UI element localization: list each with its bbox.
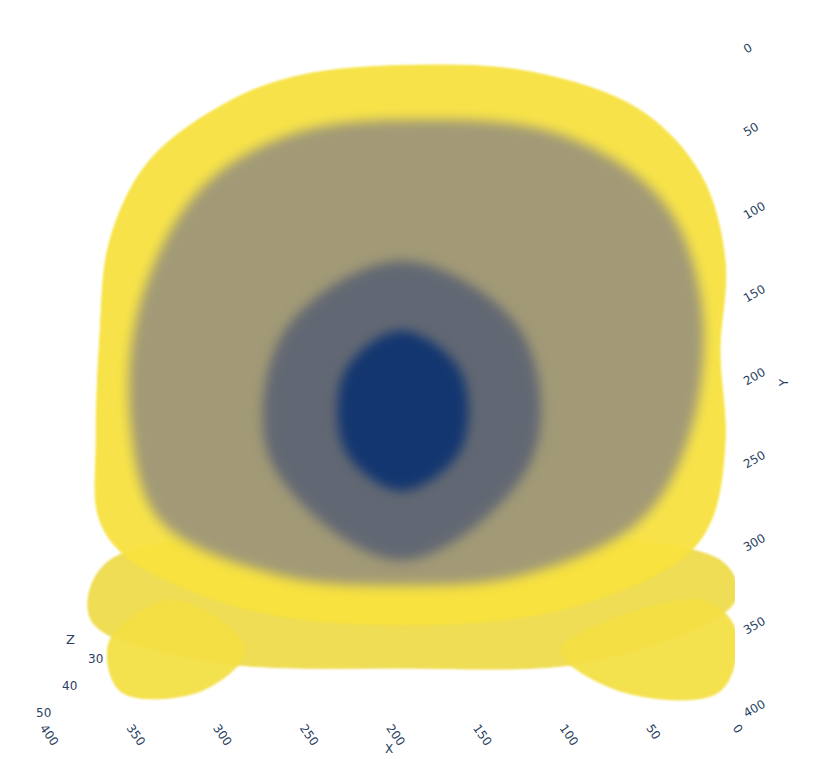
svg-text:200: 200 (741, 365, 768, 389)
svg-text:300: 300 (741, 531, 768, 555)
html-text:30: 30 (88, 652, 104, 666)
html-text:50: 50 (36, 706, 52, 720)
svg-text:350: 350 (741, 614, 768, 638)
svg-text:350: 350 (124, 722, 149, 749)
html-text:Z: Z (66, 632, 75, 647)
svg-text:400: 400 (741, 697, 768, 721)
svg-text:150: 150 (470, 722, 495, 749)
svg-text:200: 200 (383, 721, 408, 749)
svg-text:Y: Y (777, 378, 791, 387)
svg-text:400: 400 (37, 722, 62, 749)
svg-text:300: 300 (210, 722, 235, 749)
svg-text:150: 150 (741, 282, 768, 306)
svg-text:50: 50 (643, 722, 663, 743)
html-text:40: 40 (62, 679, 78, 693)
svg-text:0: 0 (730, 722, 746, 736)
svg-text:100: 100 (741, 199, 768, 223)
svg-text:100: 100 (557, 722, 582, 749)
svg-text:0: 0 (741, 40, 755, 56)
svg-text:250: 250 (741, 448, 768, 472)
svg-text:50: 50 (741, 120, 761, 140)
svg-text:250: 250 (297, 722, 322, 749)
svg-text:X: X (385, 742, 393, 756)
